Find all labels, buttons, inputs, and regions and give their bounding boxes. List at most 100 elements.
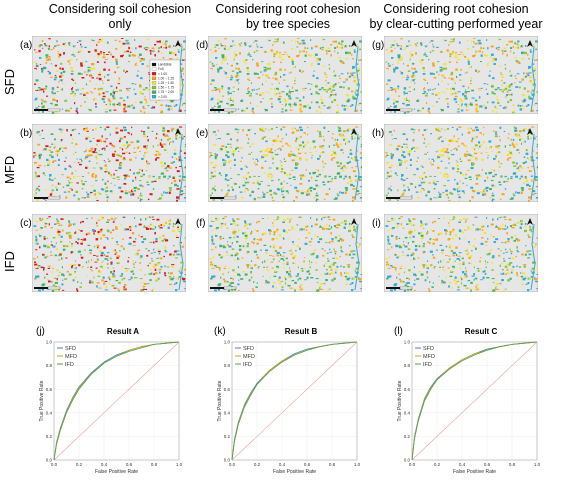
fos-cell xyxy=(215,134,217,136)
fos-cell xyxy=(310,217,312,219)
fos-cell xyxy=(142,285,146,287)
fos-cell xyxy=(255,286,258,288)
fos-cell xyxy=(171,156,174,159)
fos-cell xyxy=(326,279,328,282)
fos-cell xyxy=(211,243,215,245)
fos-cell xyxy=(45,62,48,64)
fos-cell xyxy=(306,225,309,228)
fos-cell xyxy=(247,227,249,229)
fos-cell xyxy=(113,270,115,273)
fos-cell xyxy=(210,261,213,263)
fos-map xyxy=(384,214,538,292)
fos-cell xyxy=(503,89,506,91)
fos-cell xyxy=(280,171,283,173)
fos-cell xyxy=(116,256,119,259)
fos-cell xyxy=(87,244,91,246)
fos-cell xyxy=(62,129,64,131)
fos-cell xyxy=(274,139,278,142)
fos-cell xyxy=(332,89,336,91)
fos-cell xyxy=(536,157,538,159)
fos-cell xyxy=(148,216,151,218)
fos-cell xyxy=(282,196,285,199)
fos-cell xyxy=(108,104,111,107)
fos-cell xyxy=(319,155,321,157)
fos-cell xyxy=(246,181,250,184)
fos-cell xyxy=(407,110,410,113)
fos-cell xyxy=(334,252,337,255)
fos-cell xyxy=(342,87,345,89)
fos-cell xyxy=(152,106,156,109)
fos-cell xyxy=(159,162,162,164)
fos-cell xyxy=(332,85,335,88)
fos-cell xyxy=(437,149,439,152)
fos-cell xyxy=(457,194,460,196)
fos-cell xyxy=(452,254,456,257)
fos-cell xyxy=(293,200,295,202)
fos-cell xyxy=(227,271,229,274)
fos-cell xyxy=(89,279,92,282)
fos-cell xyxy=(390,156,393,160)
fos-cell xyxy=(405,146,407,149)
fos-cell xyxy=(251,107,254,110)
fos-cell xyxy=(491,84,494,86)
legend-entry: SFD xyxy=(65,346,76,352)
fos-cell xyxy=(432,64,435,67)
fos-cell xyxy=(515,77,517,80)
fos-cell xyxy=(121,38,124,39)
fos-cell xyxy=(101,279,104,282)
fos-cell xyxy=(458,196,461,199)
fos-cell xyxy=(87,172,90,174)
fos-cell xyxy=(503,180,506,183)
fos-cell xyxy=(142,173,145,176)
fos-cell xyxy=(472,129,475,132)
fos-cell xyxy=(139,199,142,202)
fos-cell xyxy=(482,104,486,107)
fos-cell xyxy=(180,149,182,152)
fos-cell xyxy=(342,152,344,154)
fos-cell xyxy=(220,222,222,224)
fos-cell xyxy=(220,256,223,259)
fos-cell xyxy=(430,264,433,267)
fos-cell xyxy=(420,220,423,223)
fos-cell xyxy=(313,249,317,252)
fos-cell xyxy=(460,100,463,102)
fos-cell xyxy=(115,241,118,243)
fos-cell xyxy=(531,166,534,167)
fos-cell xyxy=(507,278,510,281)
fos-cell xyxy=(343,86,345,88)
fos-cell xyxy=(333,99,337,102)
fos-cell xyxy=(299,157,302,159)
fos-cell xyxy=(268,138,271,139)
fos-cell xyxy=(170,129,173,132)
fos-cell xyxy=(352,236,354,238)
fos-cell xyxy=(87,66,91,68)
fos-cell xyxy=(325,262,327,265)
fos-cell xyxy=(233,229,236,231)
x-tick-label: 0.2 xyxy=(76,462,83,467)
fos-cell xyxy=(75,230,77,233)
fos-cell xyxy=(488,171,491,175)
fos-cell xyxy=(278,147,282,149)
fos-cell xyxy=(104,111,108,113)
fos-cell xyxy=(472,163,475,165)
fos-cell xyxy=(214,111,216,113)
fos-cell xyxy=(343,130,346,133)
fos-cell xyxy=(276,271,278,273)
fos-cell xyxy=(433,160,435,162)
legend-label: 1.25 ~ 1.50 xyxy=(158,81,174,85)
fos-cell xyxy=(328,224,330,227)
fos-cell xyxy=(467,127,469,130)
fos-cell xyxy=(327,82,330,84)
fos-cell xyxy=(505,251,509,253)
fos-cell xyxy=(81,220,84,223)
fos-cell xyxy=(467,58,470,61)
fos-cell xyxy=(385,152,388,154)
fos-cell xyxy=(306,141,310,144)
fos-cell xyxy=(120,190,124,193)
fos-cell xyxy=(487,62,489,65)
fos-cell xyxy=(123,183,127,185)
fos-cell xyxy=(78,229,80,231)
fos-cell xyxy=(277,135,279,138)
fos-cell xyxy=(347,98,350,100)
fos-cell xyxy=(448,200,451,201)
